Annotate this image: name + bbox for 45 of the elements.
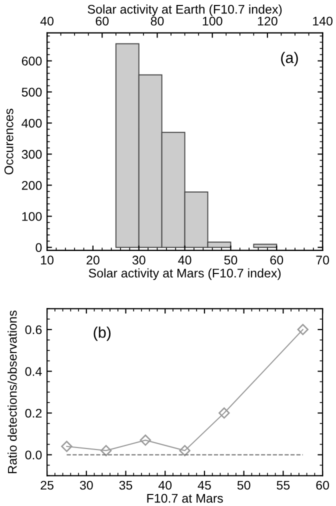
y-tick-label: 0.4 — [25, 367, 42, 376]
y-tick-label: 0.6 — [25, 325, 42, 334]
x-tick-label: 35 — [119, 480, 132, 490]
y-tick-label: 100 — [22, 212, 42, 221]
x-tick-label: 30 — [132, 256, 146, 265]
x2-axis-title: Solar activity at Earth (F10.7 index) — [88, 4, 282, 16]
y-tick-label: 0 — [36, 243, 42, 252]
y-tick-label: 200 — [22, 180, 42, 190]
point — [140, 434, 152, 446]
annotation: (b) — [94, 326, 111, 341]
y-tick-label: 0.2 — [25, 408, 42, 418]
point — [100, 444, 112, 456]
x-tick-label: 60 — [270, 256, 284, 265]
x2-tick-label: 120 — [258, 16, 278, 26]
x-tick-label: 60 — [316, 480, 330, 490]
point — [218, 407, 230, 419]
x-axis-title: Solar activity at Mars (F10.7 index) — [88, 268, 281, 280]
point — [179, 444, 190, 456]
x-axis-title: F10.7 at Mars — [147, 494, 223, 503]
x-tick-label: 55 — [276, 480, 290, 490]
annotation: (a) — [281, 52, 298, 66]
y-tick-label: 400 — [22, 118, 42, 128]
point — [297, 324, 308, 336]
x-tick-label: 25 — [40, 480, 54, 490]
x2-tick-label: 60 — [96, 16, 109, 26]
y-tick-label: 0.0 — [25, 450, 42, 460]
y-axis-title: Occurences — [4, 108, 14, 174]
y-tick-label: 600 — [22, 56, 42, 66]
x-tick-label: 30 — [80, 480, 93, 490]
x-tick-label: 20 — [86, 256, 100, 265]
x-tick-label: 10 — [41, 256, 54, 265]
x2-tick-label: 80 — [150, 16, 164, 26]
x-tick-label: 50 — [224, 256, 238, 265]
y-tick-label: 500 — [22, 88, 42, 97]
x2-tick-label: 100 — [202, 16, 222, 26]
x2-tick-label: 40 — [40, 16, 54, 26]
y-tick-label: 300 — [22, 150, 42, 159]
x-tick-label: 50 — [237, 480, 250, 490]
x2-tick-label: 140 — [313, 16, 332, 26]
x-tick-label: 40 — [158, 480, 172, 490]
x-tick-label: 40 — [178, 256, 192, 265]
y-axis-title: Ratio detections/observations — [8, 310, 17, 474]
x-tick-label: 45 — [198, 480, 211, 490]
point — [61, 440, 72, 452]
x-tick-label: 70 — [316, 256, 330, 265]
